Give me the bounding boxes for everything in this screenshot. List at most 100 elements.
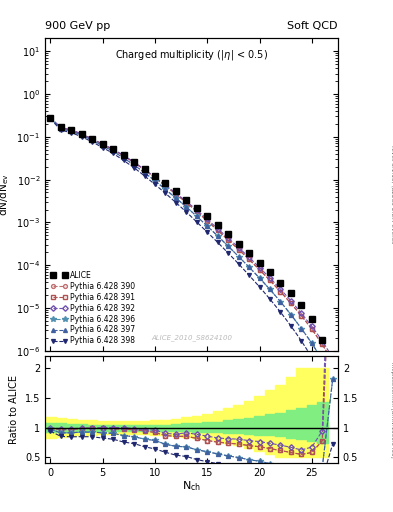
Pythia 6.428 390: [111, 146, 116, 153]
Pythia 6.428 390: [331, 359, 335, 365]
Pythia 6.428 398: [299, 338, 304, 344]
Pythia 6.428 391: [278, 289, 283, 295]
ALICE: [90, 136, 95, 142]
Pythia 6.428 391: [59, 125, 63, 131]
Pythia 6.428 390: [184, 200, 189, 206]
Line: ALICE: ALICE: [48, 115, 336, 395]
Pythia 6.428 397: [59, 126, 63, 132]
Line: Pythia 6.428 390: Pythia 6.428 390: [48, 116, 335, 364]
Pythia 6.428 390: [142, 167, 147, 173]
Text: ALICE_2010_S8624100: ALICE_2010_S8624100: [151, 335, 232, 342]
Pythia 6.428 390: [163, 183, 168, 189]
Line: Pythia 6.428 392: Pythia 6.428 392: [48, 116, 335, 360]
Pythia 6.428 397: [152, 178, 157, 184]
Pythia 6.428 396: [184, 204, 189, 210]
Pythia 6.428 398: [184, 209, 189, 215]
Pythia 6.428 392: [226, 235, 231, 241]
Pythia 6.428 392: [121, 152, 126, 158]
Pythia 6.428 398: [247, 272, 252, 279]
Pythia 6.428 396: [90, 137, 95, 143]
Pythia 6.428 398: [236, 261, 241, 267]
Pythia 6.428 391: [111, 146, 116, 153]
Text: Soft QCD: Soft QCD: [288, 20, 338, 31]
Pythia 6.428 396: [299, 326, 304, 332]
Pythia 6.428 397: [121, 155, 126, 161]
Pythia 6.428 396: [226, 243, 231, 249]
Pythia 6.428 397: [69, 128, 74, 134]
ALICE: [226, 231, 231, 237]
Pythia 6.428 397: [111, 148, 116, 154]
ALICE: [152, 173, 157, 179]
Pythia 6.428 396: [205, 223, 209, 229]
Y-axis label: dN/dN$_\mathsf{ev}$: dN/dN$_\mathsf{ev}$: [0, 173, 11, 216]
Pythia 6.428 398: [163, 190, 168, 196]
Pythia 6.428 391: [163, 183, 168, 189]
Pythia 6.428 397: [236, 253, 241, 260]
Pythia 6.428 396: [121, 155, 126, 161]
Pythia 6.428 391: [215, 227, 220, 233]
ALICE: [48, 115, 53, 121]
Y-axis label: Ratio to ALICE: Ratio to ALICE: [9, 375, 19, 444]
Pythia 6.428 392: [174, 190, 178, 196]
Pythia 6.428 398: [100, 144, 105, 151]
Pythia 6.428 392: [152, 174, 157, 180]
ALICE: [320, 337, 325, 343]
Pythia 6.428 397: [132, 162, 136, 168]
Pythia 6.428 398: [121, 157, 126, 163]
Pythia 6.428 397: [90, 137, 95, 143]
Pythia 6.428 397: [257, 275, 262, 281]
Pythia 6.428 397: [309, 340, 314, 346]
Pythia 6.428 391: [226, 237, 231, 243]
Pythia 6.428 392: [111, 146, 116, 153]
Pythia 6.428 398: [320, 373, 325, 379]
Line: Pythia 6.428 397: Pythia 6.428 397: [48, 116, 335, 382]
Pythia 6.428 391: [69, 127, 74, 133]
Pythia 6.428 396: [79, 132, 84, 138]
ALICE: [59, 124, 63, 130]
Pythia 6.428 390: [121, 153, 126, 159]
ALICE: [100, 141, 105, 147]
Pythia 6.428 397: [48, 115, 53, 121]
ALICE: [299, 302, 304, 308]
Pythia 6.428 391: [309, 326, 314, 332]
Pythia 6.428 392: [299, 310, 304, 316]
Pythia 6.428 396: [132, 162, 136, 168]
Pythia 6.428 396: [278, 298, 283, 305]
Pythia 6.428 396: [163, 186, 168, 193]
Pythia 6.428 396: [215, 233, 220, 239]
Pythia 6.428 398: [69, 130, 74, 136]
Pythia 6.428 397: [163, 186, 168, 193]
Pythia 6.428 398: [48, 116, 53, 122]
Pythia 6.428 391: [90, 136, 95, 142]
Pythia 6.428 396: [320, 357, 325, 364]
Pythia 6.428 391: [331, 359, 335, 365]
Pythia 6.428 396: [247, 264, 252, 270]
Pythia 6.428 397: [278, 298, 283, 305]
Pythia 6.428 397: [184, 204, 189, 210]
Pythia 6.428 397: [100, 143, 105, 149]
Legend: ALICE, Pythia 6.428 390, Pythia 6.428 391, Pythia 6.428 392, Pythia 6.428 396, P: ALICE, Pythia 6.428 390, Pythia 6.428 39…: [49, 269, 137, 347]
Pythia 6.428 392: [163, 182, 168, 188]
ALICE: [69, 126, 74, 133]
Pythia 6.428 396: [152, 178, 157, 184]
Pythia 6.428 391: [205, 218, 209, 224]
Pythia 6.428 396: [100, 143, 105, 149]
Pythia 6.428 398: [257, 284, 262, 290]
Pythia 6.428 392: [79, 131, 84, 137]
Pythia 6.428 397: [331, 377, 335, 383]
Pythia 6.428 397: [195, 214, 199, 220]
Line: Pythia 6.428 396: Pythia 6.428 396: [48, 116, 335, 383]
Pythia 6.428 390: [152, 175, 157, 181]
Pythia 6.428 392: [309, 324, 314, 330]
Pythia 6.428 390: [79, 131, 84, 137]
Pythia 6.428 398: [132, 165, 136, 171]
Pythia 6.428 396: [288, 311, 293, 317]
ALICE: [215, 222, 220, 228]
Pythia 6.428 392: [278, 286, 283, 292]
Pythia 6.428 391: [299, 313, 304, 319]
Pythia 6.428 397: [142, 169, 147, 176]
Pythia 6.428 397: [226, 243, 231, 249]
Pythia 6.428 392: [48, 115, 53, 121]
Pythia 6.428 398: [309, 354, 314, 360]
ALICE: [278, 280, 283, 286]
